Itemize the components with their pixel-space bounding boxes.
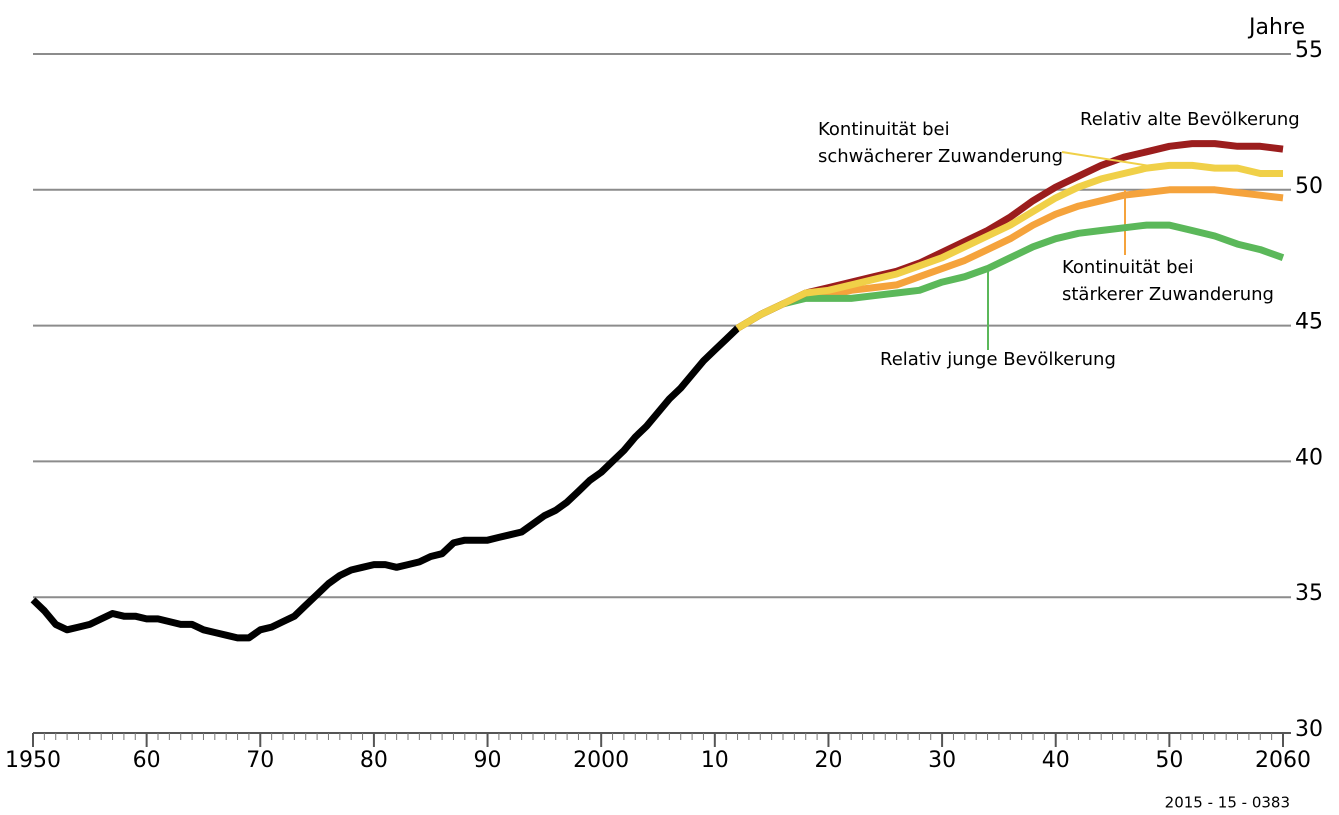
x-tick-label: 60: [133, 748, 161, 773]
series-label: Relativ junge Bevölkerung: [880, 349, 1116, 370]
leader-line: [1061, 151, 1151, 167]
series-label: Kontinuität bei: [818, 119, 950, 140]
x-tick-label: 40: [1042, 748, 1070, 773]
y-tick-label: 55: [1295, 38, 1323, 63]
x-tick-label: 2060: [1255, 748, 1311, 773]
y-tick-label: 50: [1295, 174, 1323, 199]
series-line: [735, 221, 1285, 332]
series-label: Kontinuität bei: [1062, 257, 1194, 278]
y-tick-label: 45: [1295, 310, 1323, 335]
x-tick-label: 1950: [5, 748, 61, 773]
source-code: 2015 - 15 - 0383: [1165, 794, 1290, 812]
y-tick-label: 30: [1295, 717, 1323, 742]
series-label: Relativ alte Bevölkerung: [1080, 109, 1300, 130]
y-tick-label: 35: [1295, 581, 1323, 606]
series-label: stärkerer Zuwanderung: [1062, 284, 1274, 305]
y-unit: Jahre: [1247, 15, 1305, 40]
series-line: [30, 325, 740, 642]
series-line: [735, 161, 1283, 332]
x-tick-label: 2000: [573, 748, 629, 773]
x-tick-label: 30: [928, 748, 956, 773]
x-tick-label: 90: [474, 748, 502, 773]
x-tick-label: 10: [701, 748, 729, 773]
series-label: schwächerer Zuwanderung: [818, 146, 1063, 167]
x-tick-label: 20: [814, 748, 842, 773]
y-tick-label: 40: [1295, 445, 1323, 470]
x-tick-label: 80: [360, 748, 388, 773]
x-tick-label: 70: [246, 748, 274, 773]
x-tick-label: 50: [1155, 748, 1183, 773]
